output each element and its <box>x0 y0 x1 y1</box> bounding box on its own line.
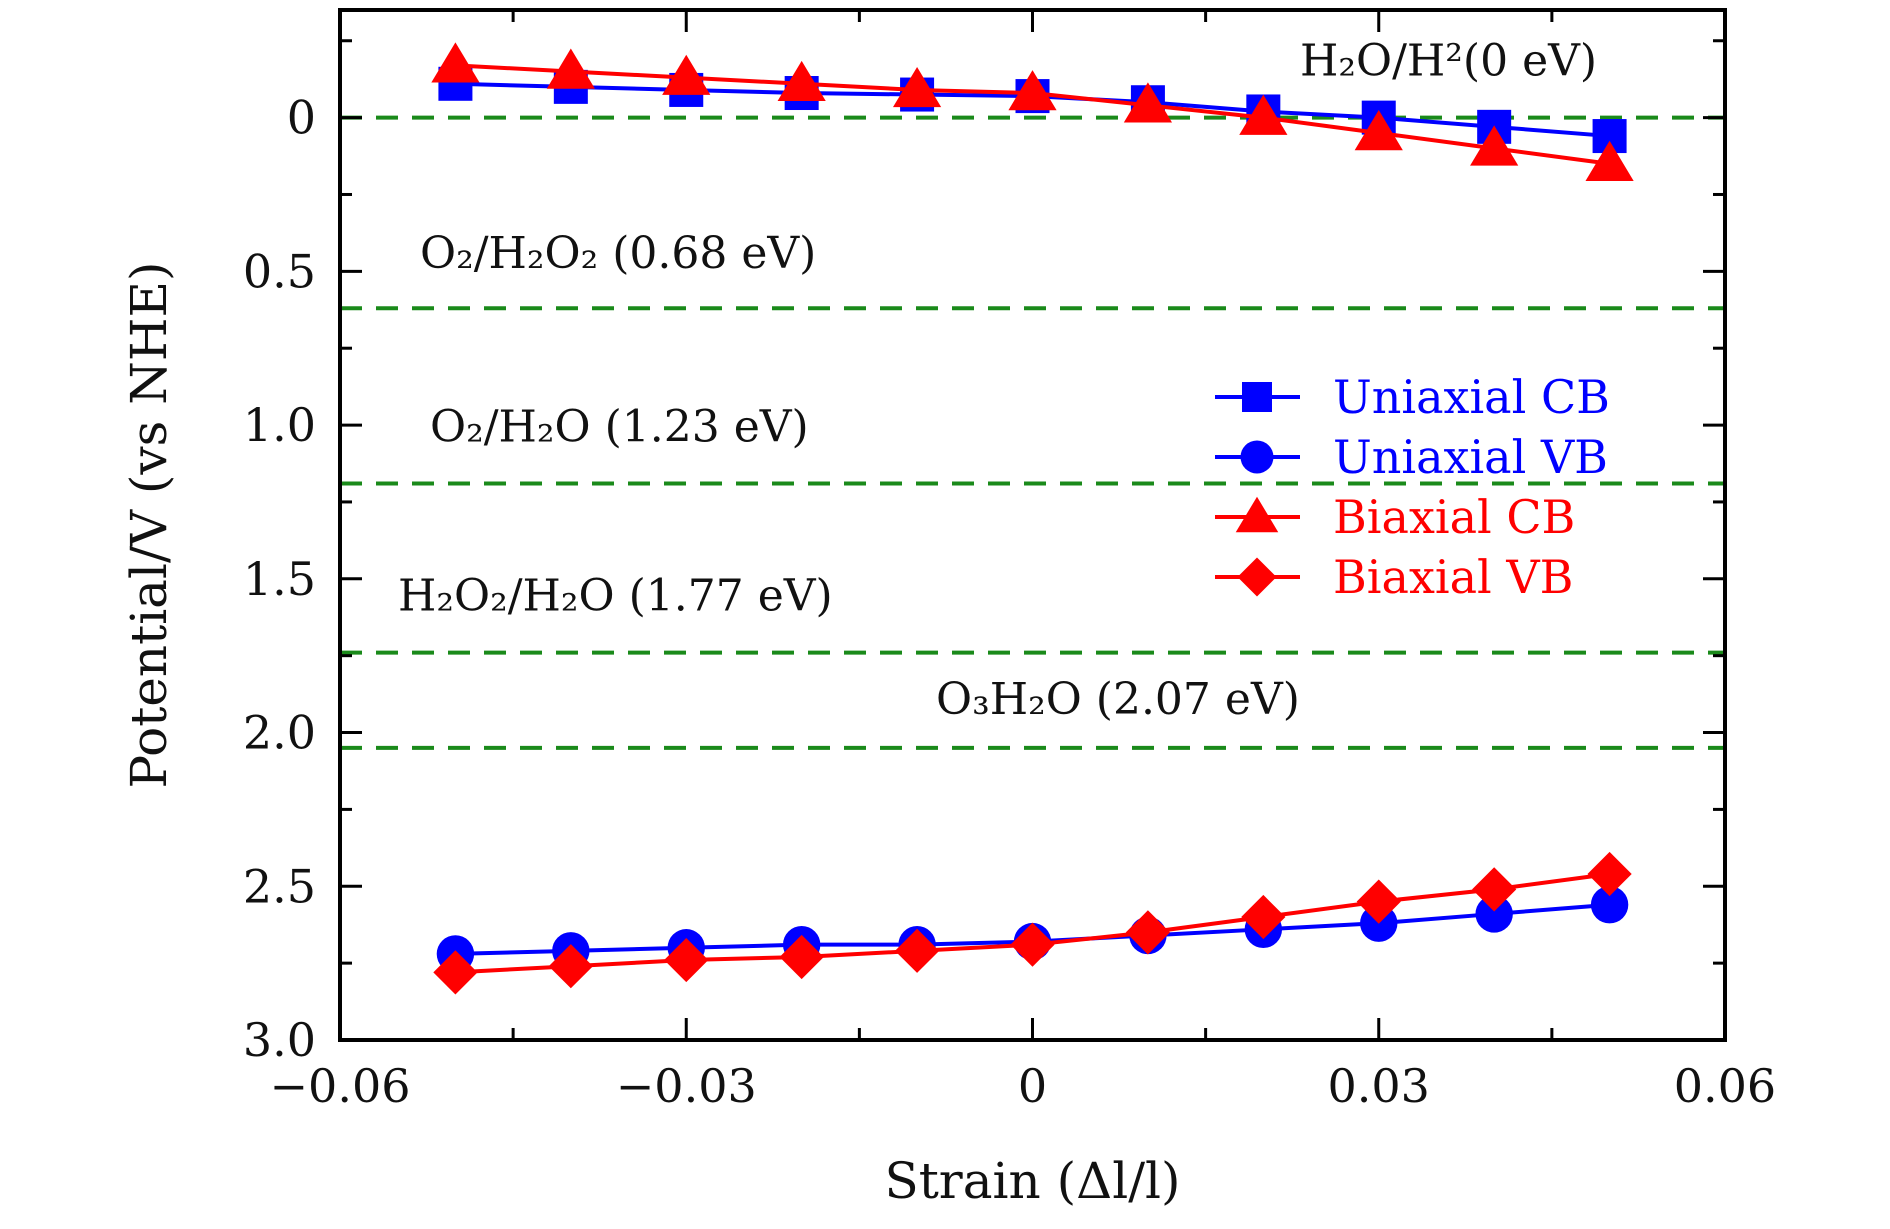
data-point <box>1008 70 1057 111</box>
x-tick-label: 0.06 <box>1674 1059 1776 1113</box>
data-point <box>894 928 940 973</box>
y-tick-label: 3.0 <box>243 1013 316 1067</box>
data-point <box>1470 125 1519 166</box>
data-point <box>777 60 826 102</box>
y-tick-label: 1.5 <box>243 552 316 606</box>
reference-lines: H₂O/H²(0 eV) O₂/H₂O₂ (0.68 eV) O₂/H₂O (1.2… <box>340 36 1725 750</box>
data-point <box>1123 82 1173 123</box>
reference-line-label: O₃H₂O (2.07 eV) <box>936 674 1300 725</box>
reference-line-label: O₂/H₂O (1.23 eV) <box>430 401 809 452</box>
legend-marker <box>1242 382 1272 412</box>
y-axis-title: Potential/V (vs NHE) <box>120 261 178 788</box>
legend-marker <box>1240 440 1274 474</box>
y-tick-label: 0 <box>287 91 316 145</box>
data-point <box>1472 867 1517 912</box>
data-point <box>1241 894 1286 940</box>
legend-label: Uniaxial VB <box>1333 430 1608 484</box>
x-tick-label: 0.03 <box>1328 1059 1430 1113</box>
data-point <box>1590 886 1629 924</box>
data-point <box>1356 879 1401 924</box>
legend-label: Biaxial VB <box>1333 550 1573 604</box>
series-biaxial-vb <box>433 851 1632 995</box>
y-tick-label: 2.0 <box>243 706 316 760</box>
series-group <box>431 42 1634 995</box>
legend-label: Biaxial CB <box>1333 490 1575 544</box>
series-biaxial-cb <box>431 42 1634 181</box>
x-axis-title: Strain (Δl/l) <box>884 1152 1180 1210</box>
data-point <box>1475 895 1513 933</box>
data-point <box>1010 922 1055 967</box>
legend-label: Uniaxial CB <box>1333 370 1610 424</box>
data-point <box>779 934 824 980</box>
data-point <box>662 54 711 95</box>
legend: Uniaxial CB Uniaxial VB Biaxial CB Biaxial … <box>1215 370 1610 604</box>
x-tick-label: −0.03 <box>616 1059 757 1113</box>
data-point <box>1125 910 1171 955</box>
data-point <box>548 944 593 989</box>
data-point <box>1354 110 1403 151</box>
legend-item: Uniaxial VB <box>1215 430 1608 484</box>
data-point <box>1587 851 1632 897</box>
legend-marker <box>1237 557 1277 597</box>
data-point <box>433 950 478 995</box>
legend-item: Biaxial CB <box>1215 490 1575 544</box>
reference-line-label: O₂/H₂O₂ (0.68 eV) <box>420 228 816 279</box>
y-tick-label: 1.0 <box>243 398 316 452</box>
data-point <box>1585 140 1634 181</box>
x-tick-label: −0.06 <box>270 1059 411 1113</box>
y-tick-label: 0.5 <box>243 244 316 298</box>
x-tick-label: 0 <box>1018 1059 1047 1113</box>
legend-marker <box>1235 496 1279 533</box>
plot-frame <box>338 8 1727 1042</box>
data-point <box>1239 94 1288 135</box>
data-point <box>546 48 595 89</box>
reference-line-label: H₂O₂/H₂O (1.77 eV) <box>398 571 833 622</box>
legend-item: Uniaxial CB <box>1215 370 1610 424</box>
y-tick-label: 2.5 <box>243 859 316 913</box>
reference-line-label: H₂O/H²(0 eV) <box>1300 36 1597 87</box>
data-point <box>431 42 480 83</box>
legend-item: Biaxial VB <box>1215 550 1573 604</box>
data-point <box>892 66 942 108</box>
tick-labels: −0.06 −0.03 0 0.03 0.06 0 0.5 1.0 1.5 2.0 2.5 3.0 <box>243 91 1776 1113</box>
data-point <box>664 937 709 983</box>
